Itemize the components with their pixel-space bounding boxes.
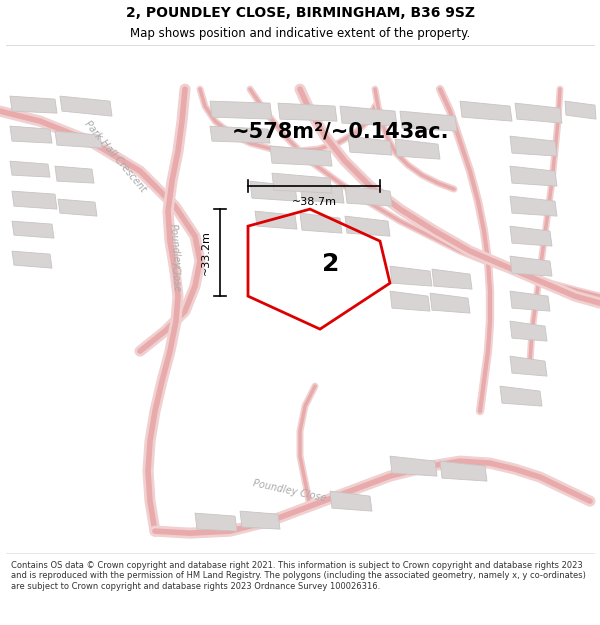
Polygon shape <box>12 191 57 209</box>
Polygon shape <box>510 256 552 276</box>
Text: Poundley Close: Poundley Close <box>253 479 328 504</box>
Polygon shape <box>345 216 390 236</box>
Text: Poundley: Poundley <box>168 223 182 269</box>
Polygon shape <box>330 491 372 511</box>
Polygon shape <box>340 106 397 126</box>
Polygon shape <box>272 173 332 193</box>
Polygon shape <box>10 161 50 177</box>
Polygon shape <box>210 126 270 143</box>
Polygon shape <box>390 291 430 311</box>
Polygon shape <box>400 111 457 131</box>
Polygon shape <box>210 101 272 119</box>
Polygon shape <box>510 291 550 311</box>
Text: Park Hall Crescent: Park Hall Crescent <box>82 119 148 194</box>
Text: Contains OS data © Crown copyright and database right 2021. This information is : Contains OS data © Crown copyright and d… <box>11 561 586 591</box>
Polygon shape <box>500 386 542 406</box>
Polygon shape <box>58 199 97 216</box>
Polygon shape <box>300 183 344 203</box>
Polygon shape <box>510 356 547 376</box>
Polygon shape <box>460 101 512 121</box>
Text: Close: Close <box>170 266 182 293</box>
Polygon shape <box>510 226 552 246</box>
Polygon shape <box>250 181 297 201</box>
Polygon shape <box>348 136 392 155</box>
Text: ~38.7m: ~38.7m <box>292 197 337 207</box>
Polygon shape <box>255 211 297 229</box>
Polygon shape <box>12 251 52 268</box>
Polygon shape <box>60 96 112 116</box>
Polygon shape <box>12 221 54 238</box>
Text: ~578m²/~0.143ac.: ~578m²/~0.143ac. <box>231 121 449 141</box>
Polygon shape <box>300 213 342 233</box>
Polygon shape <box>510 196 557 216</box>
Text: ~33.2m: ~33.2m <box>201 230 211 275</box>
Polygon shape <box>390 266 432 286</box>
Polygon shape <box>278 103 337 121</box>
Polygon shape <box>345 186 392 206</box>
Polygon shape <box>430 293 470 313</box>
Polygon shape <box>510 321 547 341</box>
Polygon shape <box>390 456 437 476</box>
Text: 2, POUNDLEY CLOSE, BIRMINGHAM, B36 9SZ: 2, POUNDLEY CLOSE, BIRMINGHAM, B36 9SZ <box>125 6 475 19</box>
Polygon shape <box>240 511 280 529</box>
Polygon shape <box>195 513 237 531</box>
Polygon shape <box>55 166 94 183</box>
Polygon shape <box>510 136 557 156</box>
Polygon shape <box>515 103 562 123</box>
Text: Map shows position and indicative extent of the property.: Map shows position and indicative extent… <box>130 28 470 40</box>
Polygon shape <box>510 166 557 186</box>
Polygon shape <box>10 96 57 113</box>
Polygon shape <box>565 101 596 119</box>
Polygon shape <box>10 126 52 143</box>
Polygon shape <box>270 146 332 166</box>
Text: 2: 2 <box>322 252 340 276</box>
Polygon shape <box>440 461 487 481</box>
Polygon shape <box>432 269 472 289</box>
Polygon shape <box>395 139 440 159</box>
Polygon shape <box>55 131 102 148</box>
